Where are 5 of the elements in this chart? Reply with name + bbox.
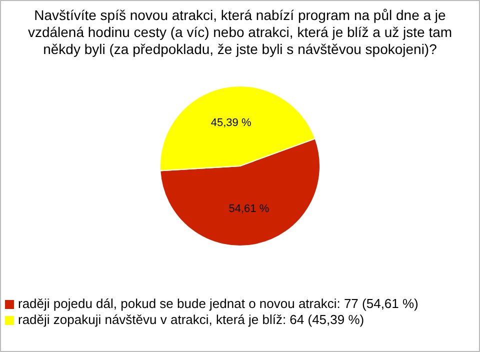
data-label: 45,39 % — [210, 116, 252, 129]
legend-label: raději zopakuji návštěvu v atrakci, která je blíž: 64 (45,39 %) — [18, 312, 364, 327]
legend-label: raději pojedu dál, pokud se bude jednat o novou atrakci: 77 (54,61 %) — [18, 296, 418, 311]
data-label: 54,61 % — [228, 203, 270, 216]
chart-title: Navštívíte spíš novou atrakci, která nabízí program na půl dne a je vzdálená hodinu cesty (a víc) nebo atrakci, která je blíž a už jste tam někdy byli (za předpokladu, že jste byli s návštěvou spokojeni)? — [26, 6, 454, 58]
